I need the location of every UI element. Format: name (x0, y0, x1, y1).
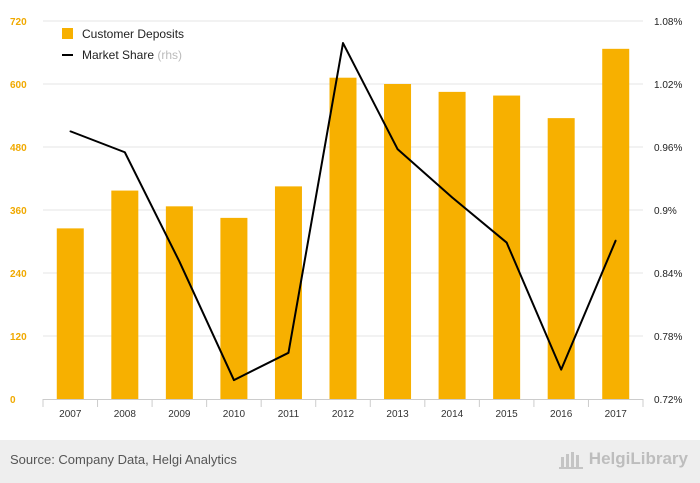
bar (56, 228, 84, 399)
x-tick-label: 2013 (386, 409, 409, 420)
line-point (124, 151, 126, 154)
bar (547, 118, 575, 399)
line-point (505, 241, 508, 244)
y-tick-left: 120 (10, 332, 27, 343)
x-tick-label: 2010 (223, 409, 246, 420)
y-tick-left: 360 (10, 206, 27, 217)
line-point (287, 352, 290, 354)
y-tick-left: 720 (10, 17, 27, 28)
x-tick-label: 2017 (605, 409, 628, 420)
y-tick-right: 0.84% (654, 269, 682, 280)
x-tick-label: 2016 (550, 409, 573, 420)
chart: 0 120 240 360 480 600 720 0.72% 0.78% 0.84% 0.9% 0.… (10, 17, 682, 420)
brand-logo: HelgiLibrary (558, 449, 688, 469)
library-icon (558, 452, 583, 469)
axes: 0 120 240 360 480 600 720 0.72% 0.78% 0.84% 0.9% 0.… (10, 17, 682, 420)
line-point (560, 368, 562, 371)
bar (220, 217, 248, 399)
y-tick-right: 0.96% (654, 143, 682, 154)
line-point (69, 130, 72, 133)
y-tick-right: 0.9% (654, 206, 677, 217)
bar (329, 77, 357, 399)
y-tick-right: 0.72% (654, 395, 682, 406)
y-tick-left: 240 (10, 269, 27, 280)
x-tick-label: 2008 (114, 409, 137, 420)
bar (384, 84, 412, 399)
legend-label-deposits: Customer Deposits (82, 27, 184, 41)
legend-label-market-share: Market Share (rhs) (82, 48, 182, 62)
line-point (614, 239, 617, 242)
y-tick-left: 480 (10, 143, 27, 154)
line-series (69, 42, 617, 382)
footer: Source: Company Data, Helgi Analytics He… (0, 440, 700, 483)
line-point (396, 148, 399, 150)
legend: Customer Deposits Market Share (rhs) (62, 27, 184, 62)
x-tick-label: 2014 (441, 409, 464, 420)
x-tick-label: 2009 (168, 409, 191, 420)
bar (165, 206, 193, 399)
line-point (233, 379, 235, 381)
x-tick-label: 2011 (278, 409, 300, 420)
x-tick-label: 2007 (59, 409, 82, 420)
line-point (451, 196, 453, 199)
bar (602, 48, 630, 399)
legend-swatch-deposits (62, 28, 73, 39)
bar (438, 91, 466, 399)
y-tick-right: 0.78% (654, 332, 682, 343)
y-tick-left: 0 (10, 395, 16, 406)
y-tick-right: 1.08% (654, 17, 682, 28)
x-tick-label: 2012 (332, 409, 355, 420)
source-text: Source: Company Data, Helgi Analytics (10, 452, 237, 467)
line-point (342, 42, 344, 44)
bar-series (56, 48, 630, 400)
y-tick-left: 600 (10, 80, 27, 91)
y-tick-right: 1.02% (654, 80, 682, 91)
bar (111, 190, 139, 399)
brand-name: HelgiLibrary (588, 449, 688, 468)
line-point (178, 260, 181, 263)
bar (493, 95, 521, 400)
x-tick-label: 2015 (496, 409, 519, 420)
bar (274, 186, 302, 399)
